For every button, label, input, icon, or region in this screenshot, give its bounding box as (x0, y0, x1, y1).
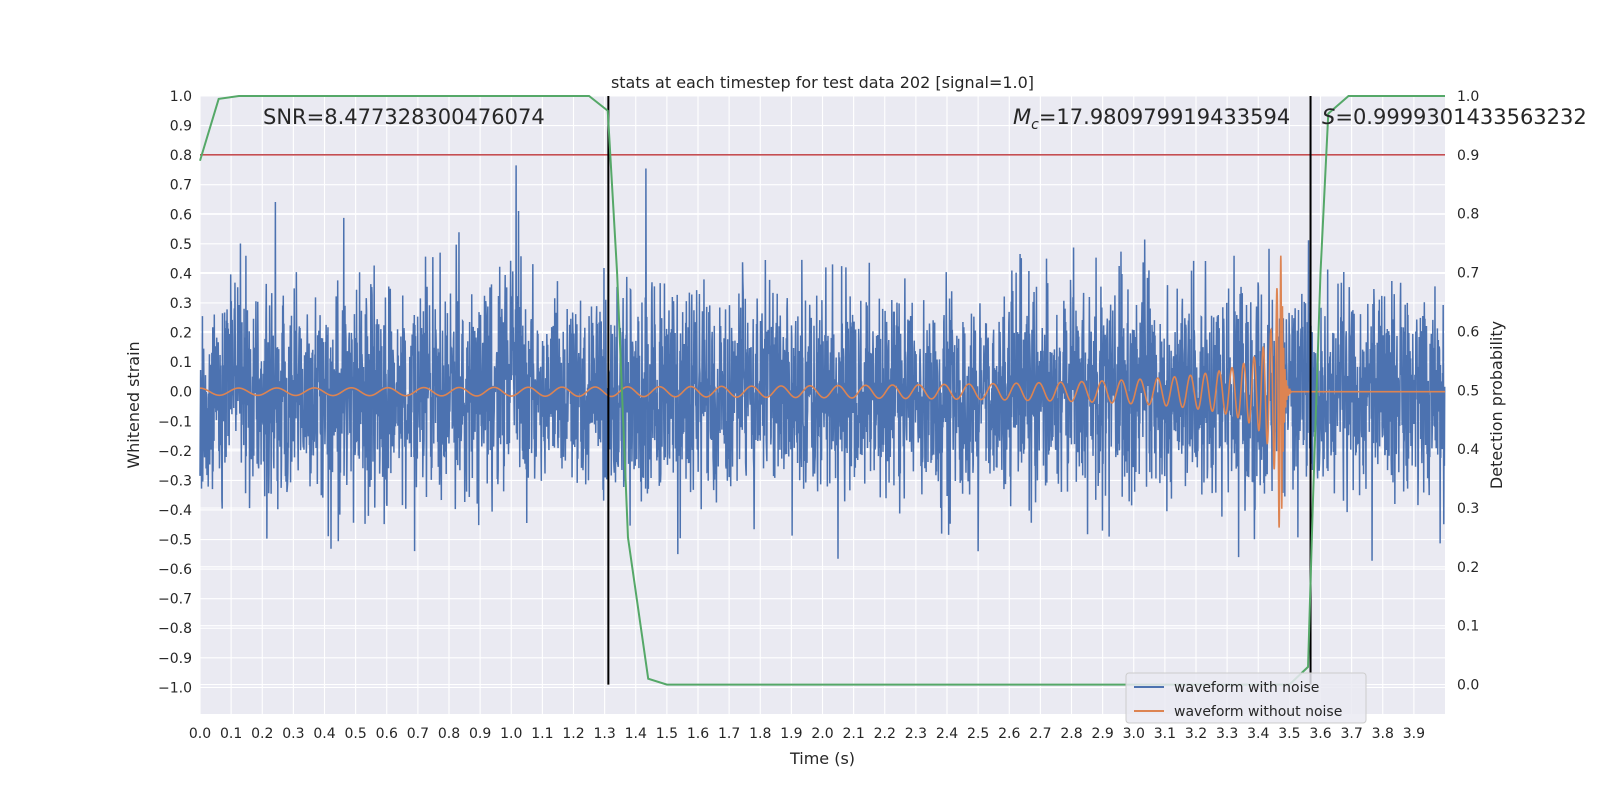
x-tick-label: 3.6 (1309, 726, 1331, 742)
x-tick-label: 2.3 (905, 726, 927, 742)
x-tick-label: 0.5 (344, 726, 366, 742)
y-tick-label: −0.3 (158, 473, 192, 489)
y-tick-label: −0.2 (158, 444, 192, 460)
y-tick-label: −0.1 (158, 414, 192, 430)
y-tick-label: −1.0 (158, 680, 192, 696)
legend-label-noise: waveform with noise (1174, 680, 1319, 696)
x-tick-label: 3.4 (1247, 726, 1269, 742)
x-tick-label: 1.5 (656, 726, 678, 742)
y-tick-label: 0.2 (170, 326, 192, 342)
s-symbol: S (1322, 105, 1335, 129)
x-tick-label: 3.3 (1216, 726, 1238, 742)
x-tick-label: 0.1 (220, 726, 242, 742)
s-value: =0.9999301433563232 (1335, 105, 1586, 129)
y-axis-label: Whitened strain (124, 341, 143, 468)
waveform-with-noise-series (199, 165, 1446, 561)
y2-tick-label: 0.1 (1457, 619, 1479, 635)
x-tick-label: 3.9 (1403, 726, 1425, 742)
x-axis-label: Time (s) (789, 749, 855, 768)
x-tick-label: 2.1 (842, 726, 864, 742)
x-tick-label: 2.0 (811, 726, 833, 742)
y-tick-label: −0.6 (158, 562, 192, 578)
y-tick-label: −0.9 (158, 651, 192, 667)
y2-tick-label: 0.0 (1457, 678, 1479, 694)
axis-ticks: 0.0 0.1 0.2 0.3 0.4 0.5 0.6 0.7 0.8 0.9 1.0 1.1 1.2 1… (158, 89, 1479, 742)
y-tick-label: 0.7 (170, 178, 192, 194)
x-tick-label: 0.6 (376, 726, 398, 742)
y2-tick-label: 0.4 (1457, 442, 1479, 458)
y-tick-label: 0.1 (170, 355, 192, 371)
x-tick-label: 0.0 (189, 726, 211, 742)
y2-axis-label: Detection probability (1487, 321, 1506, 489)
y2-tick-label: 1.0 (1457, 89, 1479, 105)
y2-tick-label: 0.3 (1457, 501, 1479, 517)
x-tick-label: 3.2 (1185, 726, 1207, 742)
x-tick-label: 3.0 (1123, 726, 1145, 742)
x-tick-label: 3.7 (1340, 726, 1362, 742)
x-tick-label: 3.5 (1278, 726, 1300, 742)
significance-annotation: S=0.9999301433563232 (1322, 105, 1587, 129)
x-tick-label: 2.2 (874, 726, 896, 742)
y2-tick-label: 0.5 (1457, 383, 1479, 399)
chirp-mass-annotation: Mc=17.980979919433594 (1013, 105, 1290, 133)
x-tick-label: 1.1 (531, 726, 553, 742)
x-tick-label: 2.4 (936, 726, 958, 742)
detection-probability-series (199, 95, 1445, 686)
y-tick-label: 0.5 (170, 237, 192, 253)
y-tick-label: 0.0 (170, 385, 192, 401)
x-tick-label: 1.0 (500, 726, 522, 742)
y-tick-label: 0.6 (170, 207, 192, 223)
y2-tick-label: 0.6 (1457, 324, 1479, 340)
x-tick-label: 3.1 (1154, 726, 1176, 742)
legend-box (1125, 672, 1367, 724)
x-tick-label: 2.7 (1029, 726, 1051, 742)
x-tick-label: 1.2 (562, 726, 584, 742)
noise-waveform-line (199, 165, 1446, 561)
x-tick-label: 1.4 (625, 726, 647, 742)
x-tick-label: 2.6 (998, 726, 1020, 742)
y-tick-label: −0.5 (158, 533, 192, 549)
mc-symbol: M (1013, 105, 1031, 129)
waveform-without-noise-series (200, 255, 1445, 528)
x-tick-label: 1.6 (687, 726, 709, 742)
x-tick-label: 1.9 (780, 726, 802, 742)
x-tick-label: 2.5 (967, 726, 989, 742)
x-tick-label: 2.8 (1060, 726, 1082, 742)
x-tick-label: 2.9 (1091, 726, 1113, 742)
y-tick-label: 0.9 (170, 119, 192, 135)
x-tick-label: 3.8 (1372, 726, 1394, 742)
x-tick-label: 1.8 (749, 726, 771, 742)
y-tick-label: 0.8 (170, 148, 192, 164)
x-tick-label: 0.9 (469, 726, 491, 742)
chart-title: stats at each timestep for test data 202… (611, 73, 1034, 92)
clean-waveform-line (200, 255, 1445, 528)
y2-tick-label: 0.7 (1457, 266, 1479, 282)
x-tick-label: 0.3 (282, 726, 304, 742)
x-tick-label: 1.3 (593, 726, 615, 742)
y-tick-label: −0.8 (158, 621, 192, 637)
y-tick-label: 0.3 (170, 296, 192, 312)
y-tick-label: −0.7 (158, 592, 192, 608)
mc-subscript: c (1031, 117, 1039, 133)
y2-tick-label: 0.2 (1457, 560, 1479, 576)
y-tick-label: 0.4 (170, 266, 192, 282)
y2-tick-label: 0.8 (1457, 207, 1479, 223)
y-tick-label: 1.0 (170, 89, 192, 105)
y-tick-label: −0.4 (158, 503, 192, 519)
x-tick-label: 1.7 (718, 726, 740, 742)
probability-line (199, 95, 1445, 686)
x-tick-label: 0.7 (407, 726, 429, 742)
legend: waveform with noise waveform without noi… (1125, 672, 1367, 724)
x-tick-label: 0.4 (313, 726, 335, 742)
mc-value: =17.980979919433594 (1039, 105, 1290, 129)
x-tick-label: 0.8 (438, 726, 460, 742)
y2-tick-label: 0.9 (1457, 148, 1479, 164)
legend-label-clean: waveform without noise (1174, 704, 1342, 720)
snr-annotation: SNR=8.477328300476074 (263, 105, 545, 129)
x-tick-label: 0.2 (251, 726, 273, 742)
